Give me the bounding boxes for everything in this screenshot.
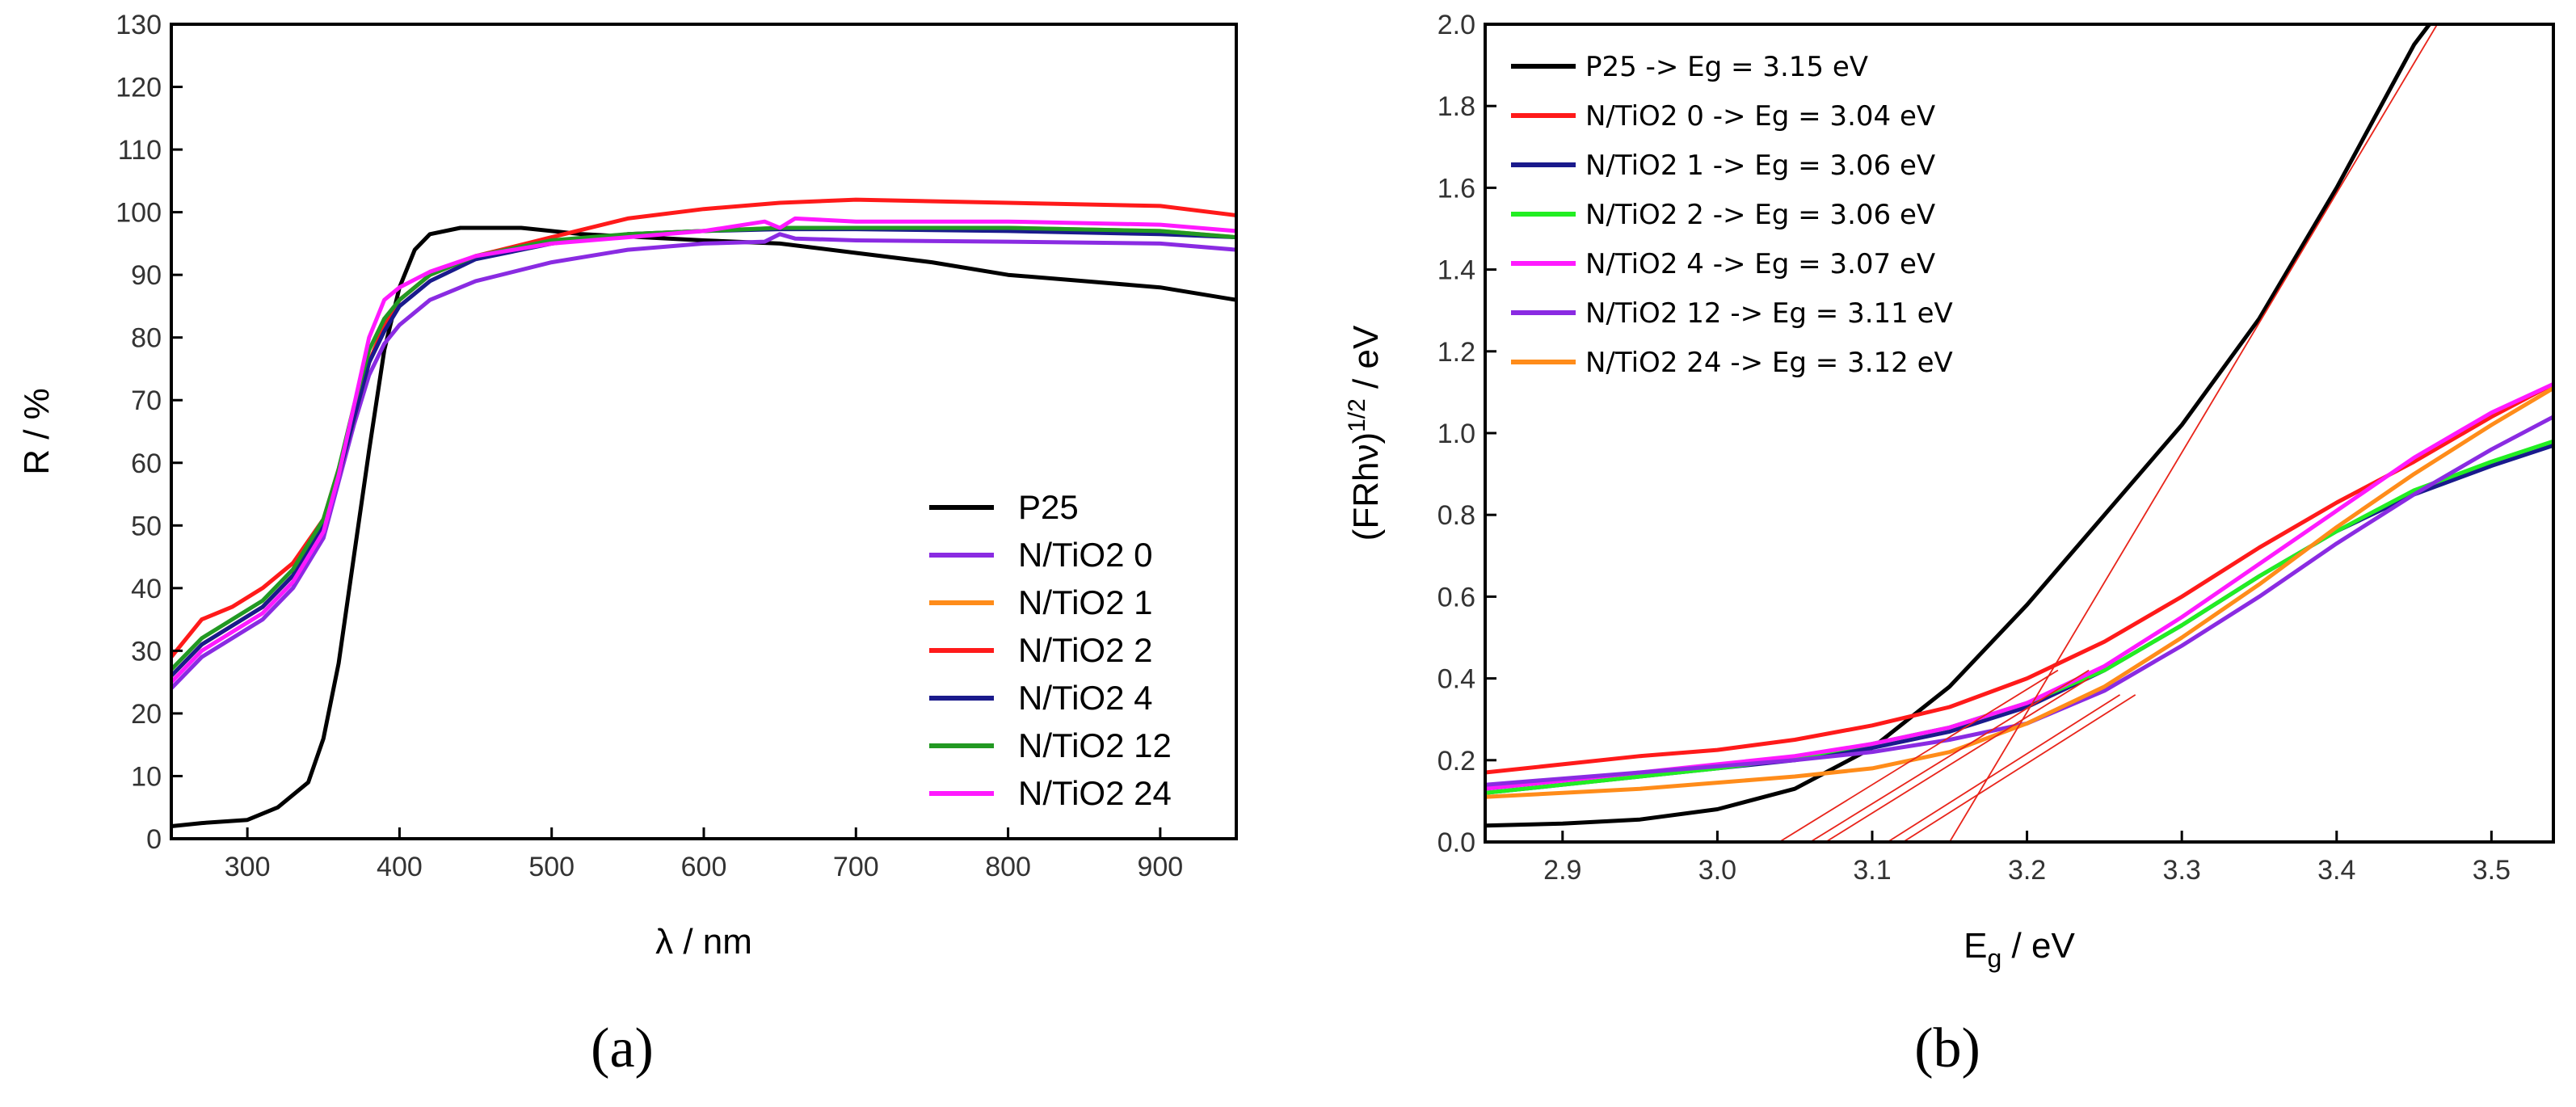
y-axis-label-b-rest: / eV: [1346, 325, 1386, 398]
x-tick-label-b-4: 3.3: [2163, 855, 2201, 886]
y-tick-label-b-6: 1.2: [1437, 337, 1475, 368]
y-tick-label-a-4: 40: [131, 574, 162, 604]
legend-label-a-5: N/TiO2 12: [1018, 726, 1172, 764]
y-axis-label-b-main: (FRhν): [1346, 432, 1386, 541]
y-tick-label-b-10: 2.0: [1437, 10, 1475, 40]
x-tick-label-a-5: 800: [985, 852, 1031, 882]
series-line-a-5: [171, 225, 1236, 672]
legend-label-b-3: N/TiO2 2 -> Eg = 3.06 eV: [1585, 199, 1935, 231]
legend-label-b-2: N/TiO2 1 -> Eg = 3.06 eV: [1585, 149, 1935, 182]
panel-label-a: (a): [591, 1017, 654, 1080]
legend-label-b-5: N/TiO2 12 -> Eg = 3.11 eV: [1585, 297, 1953, 330]
x-axis-label-b-main: E: [1964, 926, 1987, 966]
y-tick-label-a-11: 110: [118, 135, 162, 166]
y-tick-label-b-1: 0.2: [1437, 746, 1475, 777]
x-tick-label-b-1: 3.0: [1698, 855, 1736, 886]
legend-label-a-2: N/TiO2 1: [1018, 583, 1152, 621]
y-tick-label-a-3: 30: [131, 636, 162, 667]
x-axis-label-b: Eg / eV: [1964, 926, 2075, 973]
chart-a: 300 400 500 600 700 800 900 0 10 20 30 40 50 60 70 80 90…: [17, 10, 1238, 1080]
fit-line-b-1: [1778, 669, 2059, 842]
y-tick-label-b-4: 0.8: [1437, 500, 1475, 531]
y-axis-label-b-sup: 1/2: [1344, 398, 1370, 432]
y-tick-label-b-3: 0.6: [1437, 582, 1475, 612]
y-tick-label-b-5: 1.0: [1437, 419, 1475, 449]
x-tick-label-a-6: 900: [1137, 852, 1183, 882]
series-group-a: [171, 197, 1236, 828]
x-tick-label-a-0: 300: [225, 852, 271, 882]
y-tick-label-b-2: 0.4: [1437, 664, 1475, 695]
legend-label-a-1: N/TiO2 0: [1018, 536, 1152, 574]
x-tick-label-a-1: 400: [377, 852, 423, 882]
x-axis-label-b-rest: / eV: [2001, 926, 2075, 966]
panel-label-b: (b): [1914, 1017, 1980, 1080]
y-tick-label-a-7: 70: [131, 385, 162, 416]
x-axis-label-b-sub: g: [1988, 944, 2002, 973]
chart-b: 2.9 3.0 3.1 3.2 3.3 3.4 3.5 0.0 0.2 0.4 0.6 0.8 1.0 1…: [1344, 10, 2555, 1080]
y-tick-label-b-7: 1.4: [1437, 255, 1475, 286]
x-tick-label-a-2: 500: [528, 852, 575, 882]
x-tick-label-b-3: 3.2: [2008, 855, 2046, 886]
y-tick-label-b-8: 1.6: [1437, 173, 1475, 204]
series-line-a-1: [171, 232, 1236, 691]
x-tick-label-b-2: 3.1: [1853, 855, 1891, 886]
y-tick-label-b-0: 0.0: [1437, 827, 1475, 858]
legend-label-b-6: N/TiO2 24 -> Eg = 3.12 eV: [1585, 347, 1953, 379]
legend-label-a-4: N/TiO2 4: [1018, 679, 1152, 717]
x-axis-label-a: λ / nm: [655, 922, 752, 962]
legend-label-a-0: P25: [1018, 488, 1079, 526]
x-tick-label-b-0: 2.9: [1543, 855, 1581, 886]
series-line-b-1: [1485, 381, 2553, 775]
series-line-a-0: [171, 225, 1236, 828]
y-tick-label-a-5: 50: [131, 511, 162, 541]
fit-line-b-3: [1825, 677, 2090, 842]
x-tick-label-a-3: 600: [681, 852, 727, 882]
y-tick-label-a-12: 120: [116, 73, 162, 103]
y-tick-label-a-2: 20: [131, 699, 162, 730]
y-tick-label-a-8: 80: [131, 323, 162, 354]
plot-frame-b: [1484, 23, 2555, 844]
legend-label-b-0: P25 -> Eg = 3.15 eV: [1585, 51, 1868, 83]
y-tick-label-b-9: 1.8: [1437, 91, 1475, 122]
x-tick-label-b-5: 3.4: [2317, 855, 2355, 886]
y-tick-label-a-10: 100: [116, 198, 162, 229]
y-axis-label-a: R / %: [17, 388, 57, 475]
legend-label-a-6: N/TiO2 24: [1018, 774, 1172, 812]
legend-label-a-3: N/TiO2 2: [1018, 631, 1152, 669]
series-line-b-6: [1485, 385, 2553, 799]
y-tick-label-a-1: 10: [131, 761, 162, 792]
y-tick-label-a-0: 0: [146, 824, 162, 855]
series-line-b-3: [1485, 439, 2553, 795]
series-line-a-6: [171, 216, 1236, 684]
series-group-b: [1485, 24, 2553, 842]
fit-line-b-4: [1887, 694, 2121, 842]
y-axis-label-b: (FRhν)1/2 / eV: [1344, 325, 1386, 541]
y-tick-label-a-6: 60: [131, 448, 162, 479]
y-tick-label-a-9: 90: [131, 260, 162, 291]
y-tick-label-a-13: 130: [116, 10, 162, 40]
fit-line-b-2: [1809, 669, 2090, 842]
series-line-b-0: [1485, 24, 2432, 828]
fit-line-b-5: [1902, 694, 2136, 842]
series-line-b-2: [1485, 443, 2553, 795]
x-tick-label-b-6: 3.5: [2473, 855, 2511, 886]
legend-label-b-4: N/TiO2 4 -> Eg = 3.07 eV: [1585, 248, 1935, 280]
x-tick-label-a-4: 700: [833, 852, 879, 882]
legend-label-b-1: N/TiO2 0 -> Eg = 3.04 eV: [1585, 100, 1935, 133]
